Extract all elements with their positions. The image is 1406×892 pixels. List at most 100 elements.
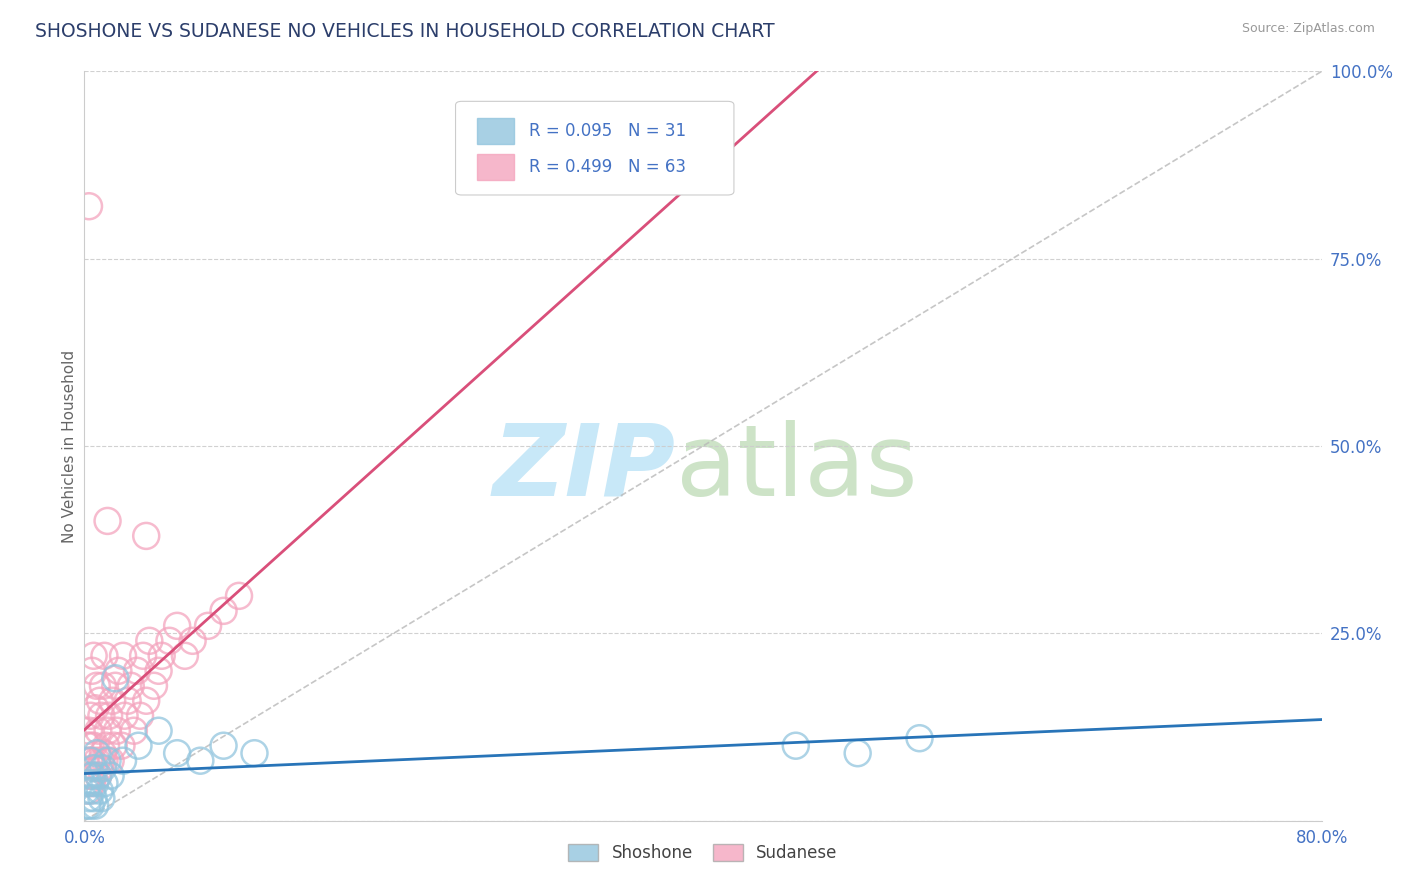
- Point: [82, 783, 104, 797]
- Text: R = 0.499   N = 63: R = 0.499 N = 63: [529, 158, 686, 176]
- Point: [135, 694, 157, 708]
- Point: [77, 776, 100, 790]
- Point: [86, 746, 108, 760]
- FancyBboxPatch shape: [477, 118, 513, 144]
- Point: [785, 739, 807, 753]
- Point: [93, 754, 115, 768]
- Point: [87, 723, 110, 738]
- Point: [107, 664, 129, 678]
- Point: [83, 739, 105, 753]
- Point: [148, 664, 170, 678]
- Point: [79, 739, 101, 753]
- Point: [89, 783, 111, 797]
- Point: [77, 783, 100, 797]
- Point: [125, 664, 148, 678]
- Point: [212, 739, 235, 753]
- Point: [110, 739, 132, 753]
- Point: [96, 723, 118, 738]
- FancyBboxPatch shape: [456, 102, 734, 195]
- Point: [101, 694, 124, 708]
- Point: [86, 679, 108, 693]
- Point: [77, 723, 100, 738]
- Point: [82, 769, 104, 783]
- Point: [84, 776, 107, 790]
- Point: [89, 761, 111, 775]
- Point: [90, 708, 112, 723]
- Point: [166, 746, 188, 760]
- Point: [96, 514, 118, 528]
- Point: [188, 754, 211, 768]
- Point: [79, 798, 101, 813]
- Point: [114, 708, 136, 723]
- Point: [127, 739, 149, 753]
- Point: [83, 791, 105, 805]
- Point: [77, 199, 100, 213]
- Point: [100, 754, 122, 768]
- Point: [76, 798, 98, 813]
- Legend: Shoshone, Sudanese: Shoshone, Sudanese: [561, 837, 845, 869]
- Point: [243, 746, 266, 760]
- Point: [82, 664, 104, 678]
- Point: [84, 761, 107, 775]
- Point: [83, 648, 105, 663]
- Point: [93, 648, 115, 663]
- Point: [138, 633, 160, 648]
- Text: R = 0.095   N = 31: R = 0.095 N = 31: [529, 121, 686, 139]
- Point: [96, 754, 118, 768]
- Point: [91, 746, 114, 760]
- Point: [90, 791, 112, 805]
- Point: [76, 739, 98, 753]
- Point: [87, 769, 110, 783]
- Point: [77, 791, 100, 805]
- Text: ZIP: ZIP: [492, 420, 676, 517]
- Point: [83, 761, 105, 775]
- Point: [75, 754, 97, 768]
- Point: [117, 694, 139, 708]
- Point: [132, 648, 155, 663]
- Point: [112, 754, 135, 768]
- Point: [166, 619, 188, 633]
- Point: [104, 671, 127, 685]
- Point: [94, 739, 117, 753]
- Point: [129, 708, 152, 723]
- Text: atlas: atlas: [676, 420, 917, 517]
- Point: [908, 731, 931, 746]
- Point: [197, 619, 219, 633]
- Point: [150, 648, 173, 663]
- Point: [122, 723, 145, 738]
- Point: [76, 769, 98, 783]
- Point: [103, 739, 125, 753]
- Point: [98, 708, 121, 723]
- Text: Source: ZipAtlas.com: Source: ZipAtlas.com: [1241, 22, 1375, 36]
- Point: [228, 589, 250, 603]
- Point: [846, 746, 869, 760]
- Point: [100, 769, 122, 783]
- Text: SHOSHONE VS SUDANESE NO VEHICLES IN HOUSEHOLD CORRELATION CHART: SHOSHONE VS SUDANESE NO VEHICLES IN HOUS…: [35, 22, 775, 41]
- Point: [83, 769, 105, 783]
- Point: [104, 679, 127, 693]
- Point: [77, 754, 100, 768]
- Point: [79, 708, 101, 723]
- Point: [105, 723, 128, 738]
- Point: [143, 679, 166, 693]
- FancyBboxPatch shape: [477, 153, 513, 180]
- Point: [86, 754, 108, 768]
- Point: [174, 648, 197, 663]
- Point: [87, 769, 110, 783]
- Point: [84, 701, 107, 715]
- Point: [75, 783, 97, 797]
- Point: [79, 769, 101, 783]
- Point: [120, 679, 142, 693]
- Point: [212, 604, 235, 618]
- Y-axis label: No Vehicles in Household: No Vehicles in Household: [62, 350, 77, 542]
- Point: [75, 776, 97, 790]
- Point: [79, 754, 101, 768]
- Point: [148, 723, 170, 738]
- Point: [93, 776, 115, 790]
- Point: [82, 754, 104, 768]
- Point: [82, 776, 104, 790]
- Point: [91, 679, 114, 693]
- Point: [181, 633, 204, 648]
- Point: [84, 798, 107, 813]
- Point: [89, 694, 111, 708]
